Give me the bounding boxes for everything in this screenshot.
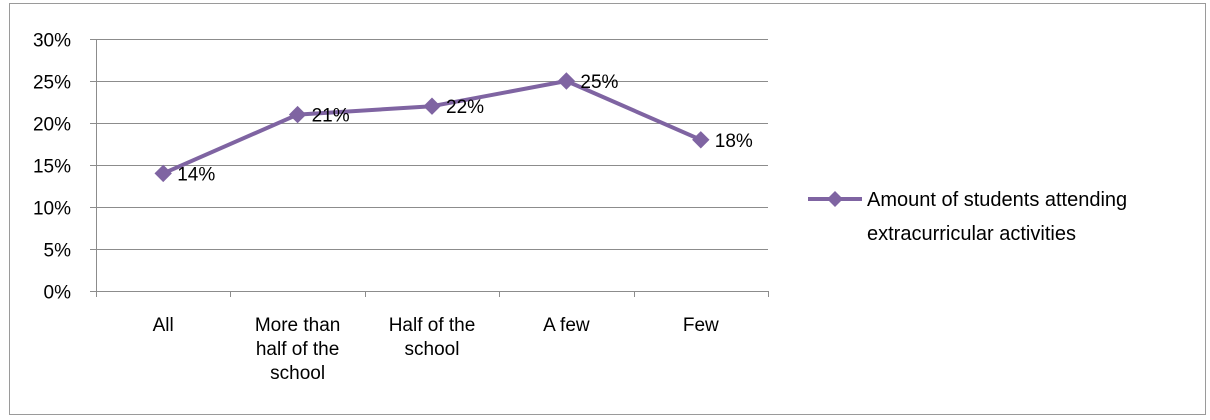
chart-frame: [9, 3, 1206, 415]
x-category-label: More than half of the school: [255, 315, 341, 384]
x-category-label: A few: [543, 315, 590, 336]
x-category-label: Half of the school: [389, 315, 476, 360]
y-tick-label: 5%: [44, 241, 72, 262]
y-tick-label: 10%: [33, 199, 71, 220]
x-category-label: All: [153, 315, 174, 336]
grid-lines: [96, 39, 768, 250]
legend-marker: [827, 191, 843, 207]
series-markers: [154, 72, 710, 183]
data-labels: 14% 21% 22% 25% 18%: [177, 72, 753, 185]
y-tick-label: 0%: [44, 283, 72, 304]
axes: [90, 39, 769, 297]
y-axis-tick-labels: 0% 5% 10% 15% 20% 25% 30%: [33, 31, 71, 304]
series-line-path: [161, 79, 703, 176]
y-tick-label: 20%: [33, 115, 71, 136]
data-label: 21%: [312, 106, 350, 127]
legend-label: Amount of students attending extracurricu…: [867, 189, 1127, 245]
data-label: 25%: [580, 72, 618, 93]
data-point-marker: [288, 105, 307, 124]
data-point-marker: [692, 131, 710, 149]
y-tick-label: 25%: [33, 73, 71, 94]
legend: Amount of students attending extracurricu…: [808, 189, 1127, 245]
data-point-marker: [423, 97, 441, 115]
data-label: 14%: [177, 164, 215, 185]
data-point-marker: [154, 164, 172, 183]
y-tick-label: 30%: [33, 31, 71, 52]
series-line: [161, 79, 703, 176]
data-label: 18%: [715, 131, 753, 152]
data-point-marker: [557, 72, 576, 90]
y-tick-label: 15%: [33, 157, 71, 178]
data-label: 22%: [446, 97, 484, 118]
x-category-label: Few: [683, 315, 719, 336]
x-axis-category-labels: All More than half of the school Half of the…: [153, 315, 719, 384]
